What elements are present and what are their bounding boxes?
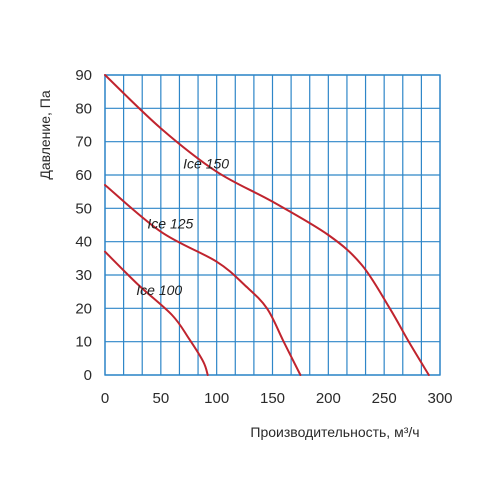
y-tick-label: 20 bbox=[75, 300, 92, 317]
series-line-ice-150 bbox=[104, 74, 430, 376]
y-tick-label: 60 bbox=[75, 167, 92, 184]
y-tick-label: 30 bbox=[75, 267, 92, 284]
x-tick-label: 300 bbox=[427, 390, 452, 407]
series-line-ice-125 bbox=[104, 184, 302, 376]
plot-frame bbox=[104, 74, 441, 376]
series-lines bbox=[104, 74, 430, 376]
y-tick-label: 90 bbox=[75, 67, 92, 84]
series-label-ice-125: Ice 125 bbox=[147, 215, 193, 231]
x-tick-label: 150 bbox=[260, 390, 285, 407]
x-tick-labels: 0 50 100 150 200 250 300 bbox=[101, 390, 453, 407]
y-tick-labels: 0 10 20 30 40 50 60 70 80 90 bbox=[75, 67, 92, 384]
series-label-ice-100: Ice 100 bbox=[136, 282, 182, 298]
y-tick-label: 80 bbox=[75, 100, 92, 117]
y-tick-label: 40 bbox=[75, 234, 92, 251]
x-tick-label: 200 bbox=[316, 390, 341, 407]
y-axis-label: Давление, Па bbox=[37, 90, 53, 180]
x-tick-label: 0 bbox=[101, 390, 109, 407]
y-tick-label: 0 bbox=[84, 367, 92, 384]
series-labels: Ice 150 Ice 125 Ice 100 bbox=[136, 155, 229, 298]
series-label-ice-150: Ice 150 bbox=[183, 155, 229, 171]
y-tick-label: 70 bbox=[75, 134, 92, 151]
x-tick-label: 100 bbox=[204, 390, 229, 407]
x-tick-label: 250 bbox=[372, 390, 397, 407]
x-axis-label: Производительность, м³/ч bbox=[250, 424, 419, 440]
y-tick-label: 50 bbox=[75, 200, 92, 217]
x-tick-label: 50 bbox=[152, 390, 169, 407]
grid bbox=[104, 74, 441, 376]
y-tick-label: 10 bbox=[75, 334, 92, 351]
series-line-ice-100 bbox=[104, 250, 209, 376]
